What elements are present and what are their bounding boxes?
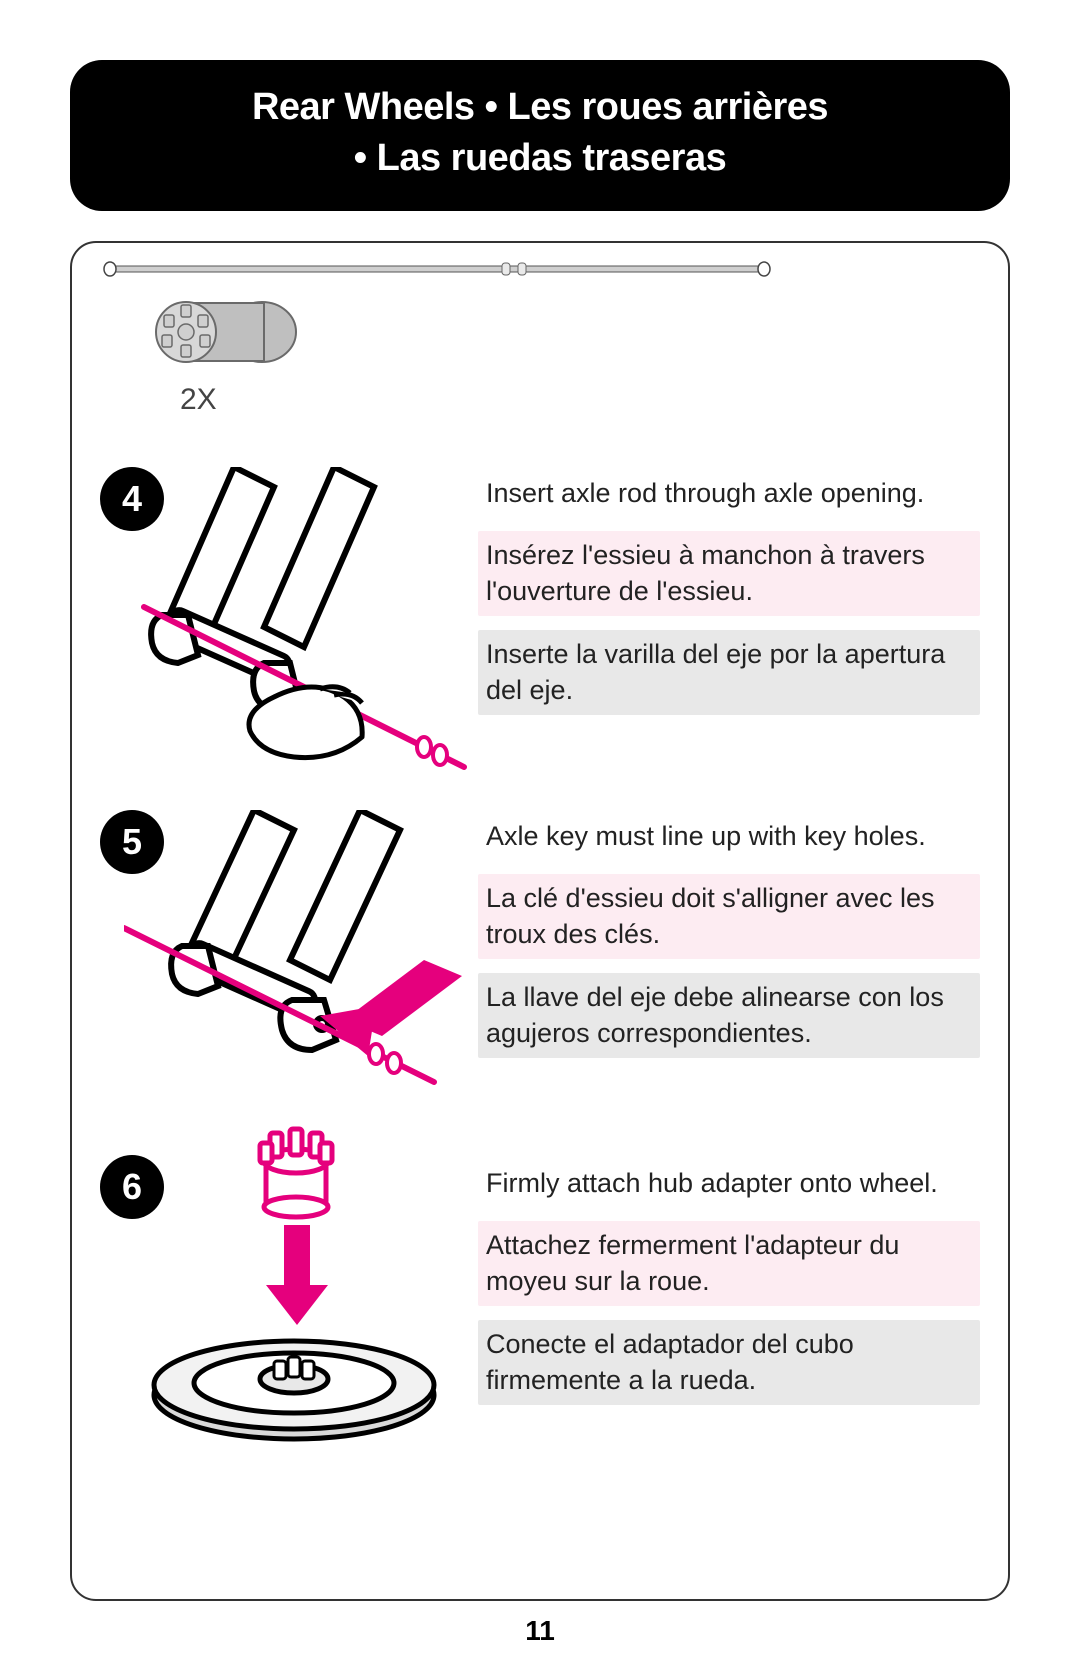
step-5-text-en: Axle key must line up with key holes.: [478, 812, 980, 860]
step-5-illustration-icon: [124, 810, 484, 1110]
step-badge-4: 4: [100, 467, 164, 531]
step-4-text-fr: Insérez l'essieu à manchon à travers l'o…: [478, 531, 980, 616]
step-6-text-fr: Attachez fermerment l'adapteur du moyeu …: [478, 1221, 980, 1306]
step-5: 5: [100, 810, 980, 1115]
content-frame: 2X 4: [70, 241, 1010, 1601]
step-6-text-en: Firmly attach hub adapter onto wheel.: [478, 1159, 980, 1207]
hub-adapter-icon: [152, 291, 302, 373]
step-5-text-fr: La clé d'essieu doit s'alligner avec les…: [478, 874, 980, 959]
step-6-text-es: Conecte el adaptador del cubo firmemente…: [478, 1320, 980, 1405]
axle-rod-icon: [102, 261, 772, 277]
step-badge-6: 6: [100, 1155, 164, 1219]
parts-quantity-label: 2X: [180, 383, 217, 417]
section-title-bar: Rear Wheels • Les roues arrières • Las r…: [70, 60, 1010, 211]
parts-list: 2X: [106, 261, 980, 417]
step-5-text-es: La llave del eje debe alinearse con los …: [478, 973, 980, 1058]
step-4-text-es: Inserte la varilla del eje por la apertu…: [478, 630, 980, 715]
step-badge-5: 5: [100, 810, 164, 874]
step-6-illustration-icon: [124, 1125, 454, 1455]
step-6: 6: [100, 1125, 980, 1460]
section-title-line2: • Las ruedas traseras: [90, 133, 990, 184]
step-4-illustration-icon: [124, 467, 484, 777]
section-title-line1: Rear Wheels • Les roues arrières: [90, 82, 990, 133]
page-number: 11: [0, 1615, 1080, 1647]
step-4-text-en: Insert axle rod through axle opening.: [478, 469, 980, 517]
step-4: 4: [100, 467, 980, 782]
